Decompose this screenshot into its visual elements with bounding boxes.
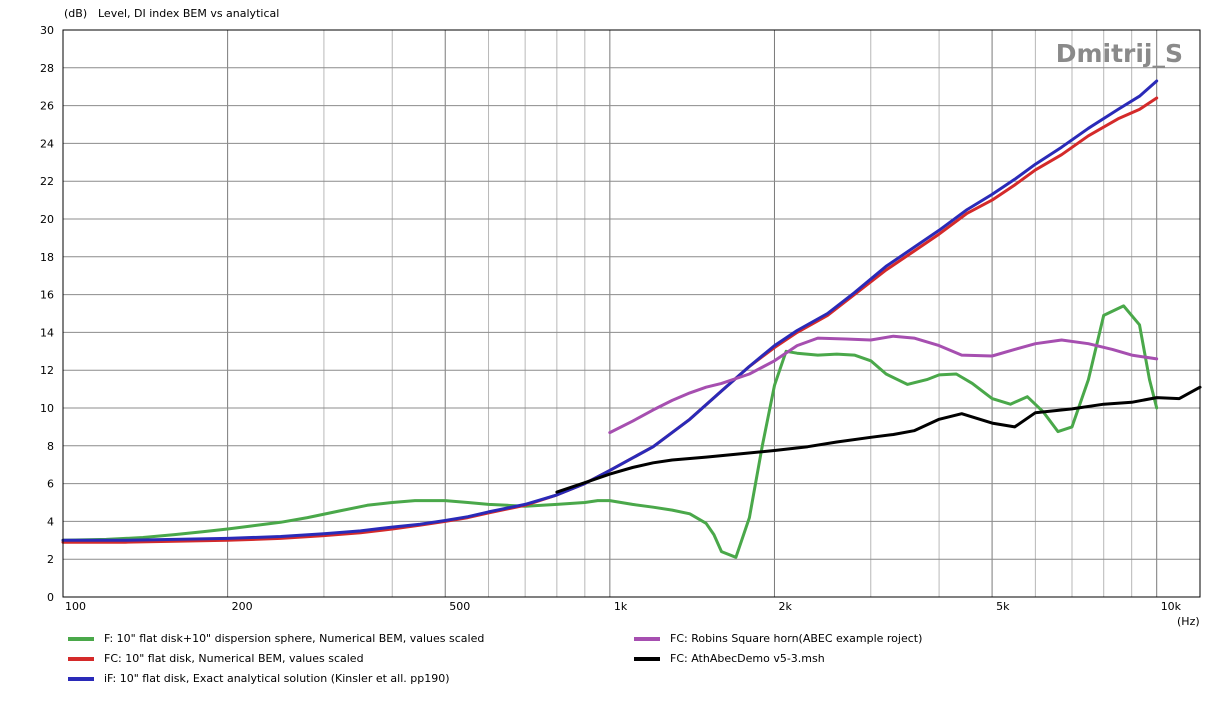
legend-label: iF: 10" flat disk, Exact analytical solu… bbox=[104, 672, 450, 685]
y-tick-label: 28 bbox=[40, 62, 54, 75]
x-tick-label: 10k bbox=[1161, 600, 1182, 613]
y-tick-label: 24 bbox=[40, 137, 54, 150]
y-tick-label: 22 bbox=[40, 175, 54, 188]
plot-frame bbox=[62, 29, 1201, 598]
y-tick-label: 14 bbox=[40, 326, 54, 339]
plot-background bbox=[63, 30, 1200, 597]
y-tick-label: 2 bbox=[47, 553, 54, 566]
legend-swatch bbox=[634, 656, 660, 661]
legend-label: FC: Robins Square horn(ABEC example roje… bbox=[670, 632, 923, 645]
x-tick-label: 1k bbox=[614, 600, 628, 613]
legend-item[interactable]: FC: 10" flat disk, Numerical BEM, values… bbox=[68, 652, 364, 665]
legend-swatch bbox=[68, 636, 94, 641]
legend-label: FC: AthAbecDemo v5-3.msh bbox=[670, 652, 825, 665]
series-line-2 bbox=[61, 79, 1159, 542]
y-tick-label: 30 bbox=[40, 24, 54, 37]
series-line-3 bbox=[608, 334, 1159, 435]
x-tick-labels: 100 200 500 1k 2k 5k 10k bbox=[65, 600, 1182, 613]
x-axis-unit: (Hz) bbox=[1177, 615, 1200, 628]
x-tick-label: 200 bbox=[232, 600, 253, 613]
legend-label: F: 10" flat disk+10" dispersion sphere, … bbox=[104, 632, 485, 645]
legend-item[interactable]: FC: Robins Square horn(ABEC example roje… bbox=[634, 632, 922, 645]
chart-title: Level, DI index BEM vs analytical bbox=[98, 7, 279, 20]
y-tick-label: 6 bbox=[47, 478, 54, 491]
y-tick-label: 4 bbox=[47, 515, 54, 528]
y-tick-label: 8 bbox=[47, 440, 54, 453]
legend-item[interactable]: iF: 10" flat disk, Exact analytical solu… bbox=[68, 672, 450, 685]
legend-item[interactable]: F: 10" flat disk+10" dispersion sphere, … bbox=[68, 632, 484, 645]
y-tick-label: 20 bbox=[40, 213, 54, 226]
x-tick-label: 100 bbox=[65, 600, 86, 613]
watermark: Dmitrij_S bbox=[1056, 39, 1183, 68]
y-tick-label: 18 bbox=[40, 251, 54, 264]
x-tick-label: 500 bbox=[449, 600, 470, 613]
y-tick-label: 16 bbox=[40, 289, 54, 302]
legend-swatch bbox=[68, 676, 94, 681]
series-line-0 bbox=[61, 304, 1159, 559]
legend-swatch bbox=[634, 636, 660, 641]
x-tick-label: 5k bbox=[996, 600, 1010, 613]
legend-label: FC: 10" flat disk, Numerical BEM, values… bbox=[104, 652, 364, 665]
y-axis-unit: (dB) bbox=[64, 7, 87, 20]
x-tick-label: 2k bbox=[778, 600, 792, 613]
series-lines bbox=[61, 79, 1202, 559]
y-tick-label: 10 bbox=[40, 402, 54, 415]
y-tick-label: 26 bbox=[40, 100, 54, 113]
legend-item[interactable]: FC: AthAbecDemo v5-3.msh bbox=[634, 652, 825, 665]
y-tick-label: 12 bbox=[40, 364, 54, 377]
series-line-4 bbox=[555, 385, 1202, 494]
y-tick-label: 0 bbox=[47, 591, 54, 604]
legend-swatch bbox=[68, 656, 94, 661]
